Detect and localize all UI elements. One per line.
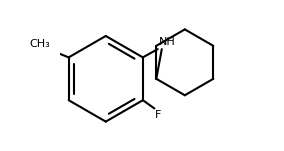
Text: NH: NH (158, 37, 175, 47)
Text: CH₃: CH₃ (30, 39, 51, 49)
Text: F: F (155, 110, 162, 120)
